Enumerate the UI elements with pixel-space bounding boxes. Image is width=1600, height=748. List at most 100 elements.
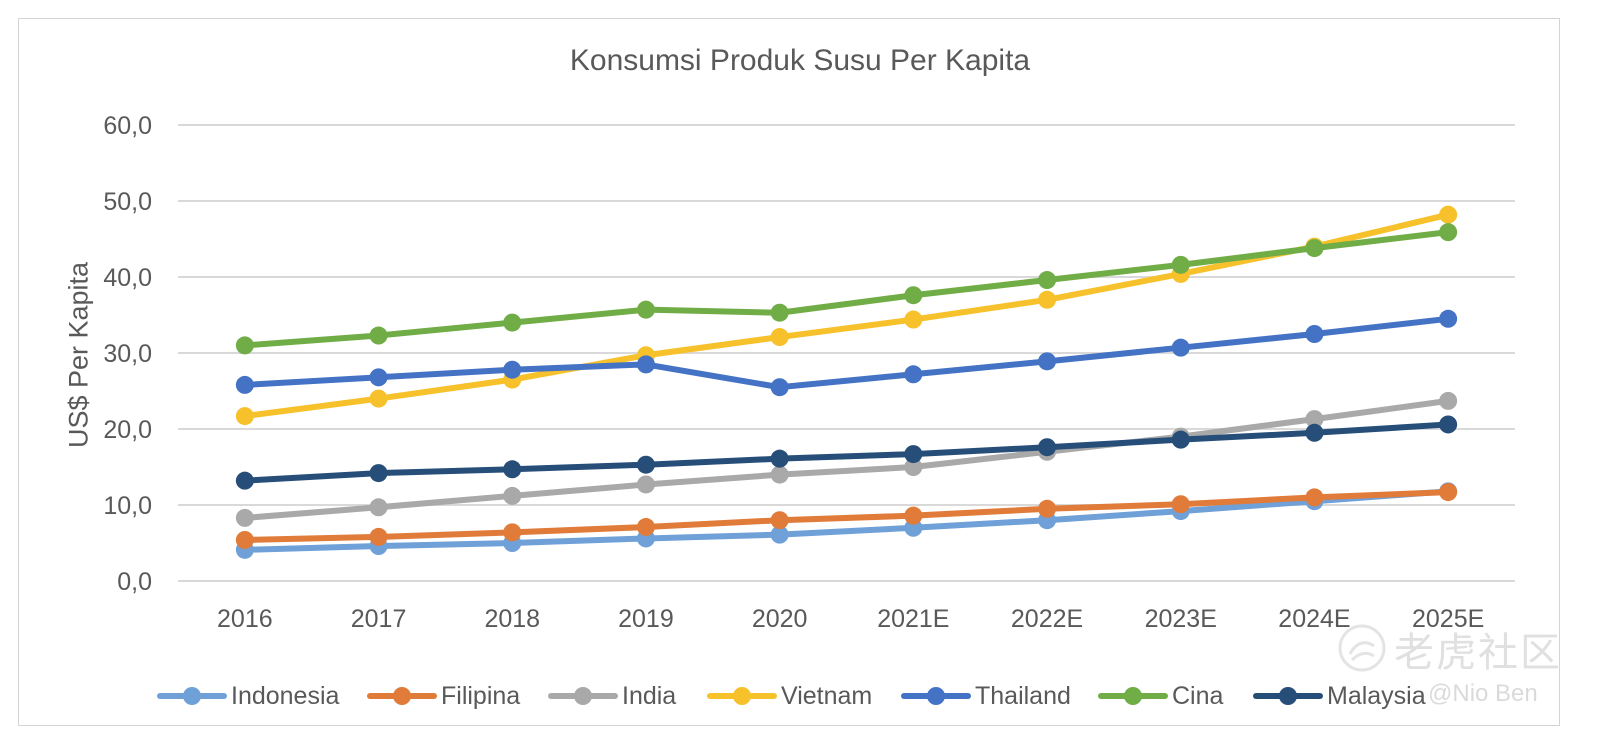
legend-label: India xyxy=(622,681,677,710)
data-point-vietnam xyxy=(1038,290,1057,309)
data-point-cina xyxy=(770,303,789,322)
y-tick-label: 10,0 xyxy=(103,492,152,520)
data-point-malaysia xyxy=(770,449,789,468)
data-point-india xyxy=(235,508,254,527)
data-point-thailand xyxy=(369,368,388,387)
data-point-filipina xyxy=(1171,495,1190,514)
legend-item-malaysia: Malaysia xyxy=(1253,676,1426,716)
data-point-thailand xyxy=(235,375,254,394)
data-point-vietnam xyxy=(770,328,789,347)
data-point-malaysia xyxy=(1305,423,1324,442)
data-point-thailand xyxy=(1305,325,1324,343)
series-line-vietnam xyxy=(241,211,1452,420)
legend-swatch xyxy=(1098,676,1168,716)
data-point-cina xyxy=(1305,239,1324,258)
data-point-thailand xyxy=(1038,352,1057,371)
data-point-cina xyxy=(1439,223,1458,242)
legend-swatch xyxy=(367,676,437,716)
legend-swatch xyxy=(157,676,227,716)
data-point-filipina xyxy=(770,511,789,530)
data-point-india xyxy=(369,498,388,517)
data-point-cina xyxy=(1038,271,1057,290)
watermark-logo-icon xyxy=(1338,624,1386,672)
chart-legend: Indonesia Filipina India Vietnam Thailand Cin… xyxy=(0,676,1600,716)
series-line-malaysia xyxy=(241,421,1452,484)
data-point-cina xyxy=(235,336,254,355)
legend-label: Vietnam xyxy=(781,681,873,710)
data-point-malaysia xyxy=(1171,430,1190,449)
series-line-india xyxy=(241,397,1452,521)
legend-item-indonesia: Indonesia xyxy=(157,676,339,716)
series-line-filipina xyxy=(241,489,1452,543)
data-point-vietnam xyxy=(904,310,923,329)
legend-label: Indonesia xyxy=(231,681,340,710)
legend-item-filipina: Filipina xyxy=(367,676,520,716)
legend-label: Thailand xyxy=(975,681,1071,710)
y-tick-label: 20,0 xyxy=(103,416,152,444)
data-point-cina xyxy=(503,313,522,332)
chart-title: Konsumsi Produk Susu Per Kapita xyxy=(569,44,1031,77)
x-tick-label: 2017 xyxy=(351,605,407,633)
data-point-thailand xyxy=(636,355,655,374)
data-point-india xyxy=(1305,410,1324,429)
legend-swatch xyxy=(548,676,618,716)
series-line-cina xyxy=(241,229,1452,349)
data-point-india xyxy=(503,486,522,505)
data-point-filipina xyxy=(904,506,923,525)
y-tick-label: 30,0 xyxy=(103,340,152,368)
data-point-filipina xyxy=(503,523,522,542)
data-point-malaysia xyxy=(369,464,388,483)
legend-item-vietnam: Vietnam xyxy=(707,676,872,716)
x-tick-label: 2025E xyxy=(1412,605,1484,633)
x-tick-label: 2020 xyxy=(752,605,808,633)
y-tick-label: 60,0 xyxy=(103,112,152,140)
watermark-site-text: 老虎社区 xyxy=(1394,630,1562,676)
legend-item-thailand: Thailand xyxy=(901,676,1071,716)
series-line-indonesia xyxy=(241,488,1452,553)
data-point-filipina xyxy=(235,530,254,549)
x-tick-label: 2016 xyxy=(217,605,273,633)
legend-item-india: India xyxy=(548,676,676,716)
legend-label: Cina xyxy=(1172,681,1224,710)
data-point-indonesia xyxy=(770,525,789,544)
x-tick-label: 2018 xyxy=(484,605,540,633)
data-point-malaysia xyxy=(503,460,522,479)
y-tick-label: 50,0 xyxy=(103,188,152,216)
legend-swatch xyxy=(707,676,777,716)
series-line-thailand xyxy=(241,315,1452,391)
data-point-filipina xyxy=(1439,483,1458,502)
data-point-malaysia xyxy=(636,455,655,474)
data-point-malaysia xyxy=(1038,438,1057,457)
data-point-cina xyxy=(369,326,388,345)
chart-frame xyxy=(18,18,1560,726)
watermark-handle-text: @Nio Ben xyxy=(1428,680,1538,707)
legend-label: Filipina xyxy=(441,681,521,710)
x-tick-label: 2024E xyxy=(1278,605,1350,633)
legend-swatch xyxy=(901,676,971,716)
data-point-filipina xyxy=(636,518,655,537)
data-point-filipina xyxy=(369,527,388,546)
watermark: 老虎社区 @Nio Ben xyxy=(1336,618,1566,718)
x-tick-label: 2021E xyxy=(877,605,949,633)
data-point-thailand xyxy=(503,360,522,379)
data-point-malaysia xyxy=(1439,415,1458,434)
data-point-thailand xyxy=(770,378,789,397)
x-tick-label: 2023E xyxy=(1145,605,1217,633)
data-point-thailand xyxy=(904,365,923,384)
data-point-malaysia xyxy=(235,471,254,490)
data-point-india xyxy=(636,475,655,494)
data-point-filipina xyxy=(1305,488,1324,507)
y-tick-label: 40,0 xyxy=(103,264,152,292)
x-tick-label: 2022E xyxy=(1011,605,1083,633)
data-point-filipina xyxy=(1038,499,1057,518)
legend-item-cina: Cina xyxy=(1098,676,1223,716)
legend-label: Malaysia xyxy=(1327,681,1426,710)
data-point-vietnam xyxy=(235,407,254,426)
data-point-thailand xyxy=(1439,309,1458,328)
data-point-cina xyxy=(1171,255,1190,274)
data-point-vietnam xyxy=(369,389,388,408)
data-point-cina xyxy=(904,286,923,305)
y-tick-label: 0,0 xyxy=(117,568,152,596)
data-point-cina xyxy=(636,300,655,319)
